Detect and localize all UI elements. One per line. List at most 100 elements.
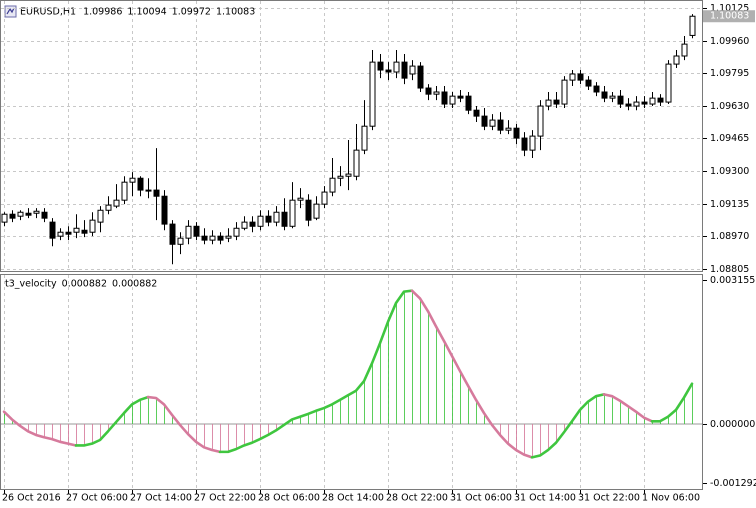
candle-body	[537, 105, 544, 137]
candle-body	[273, 211, 280, 223]
x-tick-label: 31 Oct 22:00	[578, 493, 640, 504]
candle-body	[593, 85, 600, 93]
candle-body	[569, 73, 576, 81]
candle-body	[9, 213, 16, 219]
candle-body	[81, 229, 88, 234]
candle-body	[385, 69, 392, 73]
candle-body	[65, 231, 72, 235]
candle-body	[665, 63, 672, 103]
candle-body	[361, 125, 368, 151]
y-tick-label: 1.09630	[710, 101, 749, 112]
candle-body	[265, 215, 272, 223]
candle-body	[257, 215, 264, 227]
ohlc-close: 1.10083	[216, 7, 255, 18]
candle-body	[297, 197, 304, 201]
y-tick-label: 0.000000	[710, 419, 755, 430]
candle-body	[433, 91, 440, 95]
symbol-title: EURUSD,H1	[20, 7, 76, 18]
candle-body	[649, 97, 656, 105]
candle-body	[185, 225, 192, 239]
candle-body	[393, 61, 400, 73]
candle-body	[209, 235, 216, 241]
x-tick-label: 27 Oct 22:00	[194, 493, 256, 504]
candle-body	[33, 210, 40, 214]
candle-body	[169, 223, 176, 245]
candle-body	[481, 115, 488, 127]
candle-body	[249, 221, 256, 227]
candle-body	[49, 221, 56, 239]
candle-body	[609, 95, 616, 99]
x-tick-label: 28 Oct 22:00	[386, 493, 448, 504]
candle-body	[497, 119, 504, 131]
x-tick-label: 1 Nov 06:00	[642, 493, 700, 504]
candle-body	[633, 101, 640, 107]
y-tick-label: 1.09960	[710, 36, 749, 47]
ohlc-open: 1.09986	[83, 7, 122, 18]
candle-body	[161, 195, 168, 225]
indicator-line	[2, 410, 78, 447]
candle-body	[201, 235, 208, 241]
candle-body	[121, 181, 128, 201]
indicator-value: 0.000882	[112, 279, 157, 290]
candle-body	[313, 203, 320, 219]
candle-body	[489, 119, 496, 127]
candle-body	[137, 177, 144, 191]
indicator-line	[146, 395, 222, 454]
candle-body	[353, 149, 360, 177]
candle-body	[553, 99, 560, 105]
candle-body	[457, 95, 464, 99]
candle-body	[625, 103, 632, 107]
x-tick-label: 28 Oct 14:00	[322, 493, 384, 504]
candles	[1, 14, 696, 265]
candle-body	[473, 109, 480, 117]
candle-body	[657, 97, 664, 103]
candle-body	[329, 177, 336, 193]
symbol-icon	[4, 5, 17, 18]
candle-body	[225, 235, 232, 239]
candle-body	[377, 61, 384, 71]
x-tick-label: 31 Oct 06:00	[450, 493, 512, 504]
indicator-value: 0.000882	[62, 279, 107, 290]
candle-body	[281, 211, 288, 227]
y-tick-label: 1.08970	[710, 231, 749, 242]
candle-body	[129, 177, 136, 183]
candle-body	[153, 189, 160, 197]
candle-body	[449, 95, 456, 105]
candle-body	[641, 101, 648, 105]
y-tick-label: 1.10125	[710, 3, 749, 14]
candle-body	[465, 95, 472, 111]
candle-body	[289, 199, 296, 227]
y-tick-label: 1.09300	[710, 166, 749, 177]
y-tick-label: 1.09465	[710, 133, 749, 144]
candle-body	[529, 135, 536, 151]
candle-body	[73, 227, 80, 233]
candle-body	[617, 95, 624, 105]
candle-body	[401, 61, 408, 79]
y-tick-label: 0.003155	[710, 275, 755, 286]
candle-body	[337, 175, 344, 179]
candle-body	[217, 235, 224, 241]
ohlc-low: 1.09972	[172, 7, 211, 18]
candle-body	[681, 43, 688, 57]
candle-body	[113, 199, 120, 207]
indicator-line	[602, 393, 654, 423]
candle-body	[673, 55, 680, 65]
candle-body	[417, 65, 424, 89]
price-box	[703, 10, 755, 23]
candle-body	[233, 227, 240, 237]
candle-body	[57, 231, 64, 237]
candle-body	[177, 237, 184, 245]
candle-body	[441, 91, 448, 105]
candle-body	[561, 79, 568, 105]
candle-body	[145, 189, 152, 192]
y-tick-label: 1.09135	[710, 199, 749, 210]
icon-glyph	[6, 7, 15, 15]
x-tick-label: 28 Oct 06:00	[258, 493, 320, 504]
candle-body	[321, 191, 328, 205]
x-tick-label: 27 Oct 14:00	[130, 493, 192, 504]
candle-body	[345, 173, 352, 177]
candle-body	[409, 65, 416, 75]
candle-body	[577, 73, 584, 81]
